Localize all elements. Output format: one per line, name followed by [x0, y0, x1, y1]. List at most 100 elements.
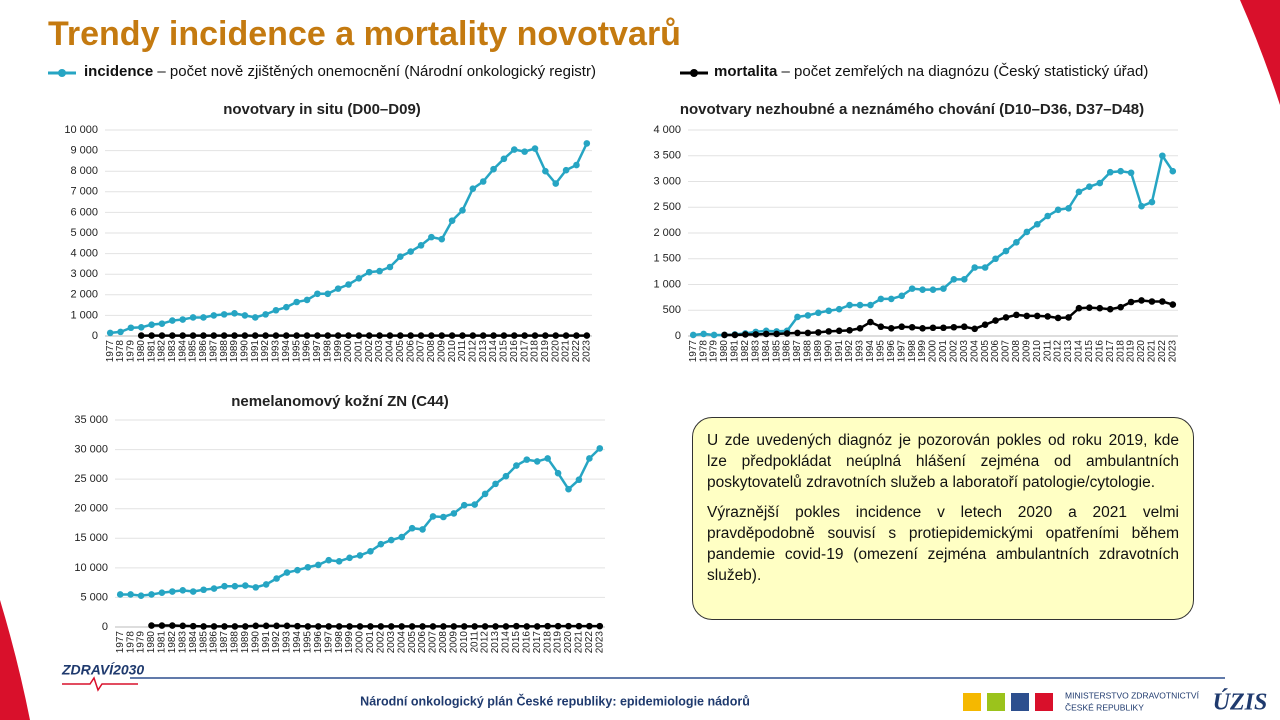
data-point — [262, 622, 270, 630]
data-point — [1075, 188, 1083, 196]
y-tick-label: 3 500 — [653, 150, 681, 162]
x-tick-label: 1989 — [229, 340, 240, 363]
x-tick-label: 1987 — [219, 631, 230, 654]
data-point — [117, 328, 124, 336]
data-point — [929, 286, 937, 293]
x-tick-label: 2011 — [469, 631, 480, 653]
data-point — [929, 324, 937, 332]
legend-description: – počet nově zjištěných onemocnění (Náro… — [157, 63, 596, 80]
x-tick-label: 2023 — [581, 340, 592, 363]
x-tick-label: 1991 — [250, 340, 261, 363]
data-point — [940, 324, 947, 332]
data-point — [1044, 212, 1051, 220]
data-point — [148, 321, 155, 328]
data-point — [303, 332, 311, 339]
data-point — [1054, 314, 1062, 322]
x-tick-label: 2011 — [1042, 340, 1053, 362]
y-tick-label: 5 000 — [70, 227, 98, 239]
data-point — [521, 148, 528, 155]
x-tick-label: 1995 — [303, 631, 314, 654]
data-point — [377, 623, 385, 630]
data-point — [575, 622, 583, 630]
data-point — [521, 332, 528, 339]
x-tick-label: 1992 — [271, 631, 282, 654]
data-point — [334, 332, 342, 339]
data-point — [169, 332, 176, 339]
x-tick-label: 2017 — [1105, 340, 1116, 363]
x-tick-label: 2006 — [990, 340, 1001, 363]
x-tick-label: 2015 — [1084, 340, 1095, 363]
data-point — [324, 290, 332, 298]
series-line — [110, 142, 588, 335]
x-tick-label: 2002 — [948, 340, 959, 363]
data-point — [1054, 206, 1062, 214]
y-tick-label: 0 — [675, 330, 681, 342]
data-point — [241, 312, 249, 319]
x-tick-label: 2010 — [1032, 340, 1043, 363]
x-tick-label: 1978 — [115, 340, 126, 363]
data-point — [710, 331, 718, 339]
x-tick-label: 2018 — [542, 631, 553, 654]
x-tick-label: 1997 — [323, 631, 334, 654]
x-tick-label: 2009 — [1021, 340, 1032, 363]
x-tick-label: 2016 — [509, 340, 520, 363]
data-point — [231, 332, 238, 339]
x-tick-label: 1990 — [240, 340, 251, 363]
data-point — [448, 332, 456, 339]
data-point — [1117, 167, 1124, 175]
data-point — [116, 591, 124, 598]
data-point — [544, 455, 551, 462]
data-point — [552, 332, 560, 339]
y-tick-label: 1 000 — [70, 309, 98, 321]
data-point — [908, 285, 916, 292]
data-point — [417, 242, 425, 249]
note-paragraph: U zde uvedených diagnóz je pozorován pok… — [707, 432, 1179, 491]
data-point — [294, 566, 301, 574]
data-point — [127, 591, 134, 598]
data-point — [856, 301, 864, 309]
x-tick-label: 1977 — [688, 340, 699, 363]
data-point — [1148, 298, 1156, 305]
x-tick-label: 1988 — [803, 340, 814, 363]
data-point — [283, 332, 290, 339]
x-tick-label: 2012 — [467, 340, 478, 363]
x-tick-label: 1985 — [771, 340, 782, 363]
data-point — [459, 332, 466, 339]
data-point — [1065, 204, 1072, 212]
data-point — [293, 332, 300, 339]
x-tick-label: 1983 — [167, 340, 178, 363]
data-point — [335, 623, 343, 630]
data-point — [210, 585, 218, 592]
data-point — [960, 323, 968, 331]
data-point — [220, 311, 228, 318]
data-point — [1023, 228, 1031, 236]
data-point — [314, 623, 322, 630]
data-point — [1169, 301, 1177, 308]
x-tick-label: 2007 — [1001, 340, 1012, 363]
data-point — [1127, 298, 1135, 306]
data-point — [523, 456, 531, 463]
x-tick-label: 1993 — [271, 340, 282, 363]
y-tick-label: 3 000 — [70, 268, 98, 280]
data-point — [200, 314, 207, 321]
x-tick-label: 2014 — [501, 631, 512, 654]
data-point — [1127, 169, 1135, 177]
data-point — [773, 330, 780, 338]
x-tick-label: 1988 — [230, 631, 241, 654]
y-tick-label: 1 000 — [653, 278, 681, 290]
data-point — [231, 582, 239, 590]
x-tick-label: 1984 — [761, 340, 772, 363]
data-point — [469, 332, 477, 339]
x-tick-label: 2008 — [438, 631, 449, 654]
data-point — [460, 501, 468, 509]
data-point — [189, 332, 197, 339]
ministry-name: MINISTERSTVO ZDRAVOTNICTVÍ — [1065, 690, 1200, 700]
x-tick-label: 1982 — [740, 340, 751, 363]
x-tick-label: 1984 — [188, 631, 199, 654]
data-point — [479, 332, 487, 339]
data-point — [573, 161, 580, 169]
data-point — [856, 324, 864, 332]
data-point — [1106, 305, 1114, 313]
x-tick-label: 2019 — [540, 340, 551, 363]
